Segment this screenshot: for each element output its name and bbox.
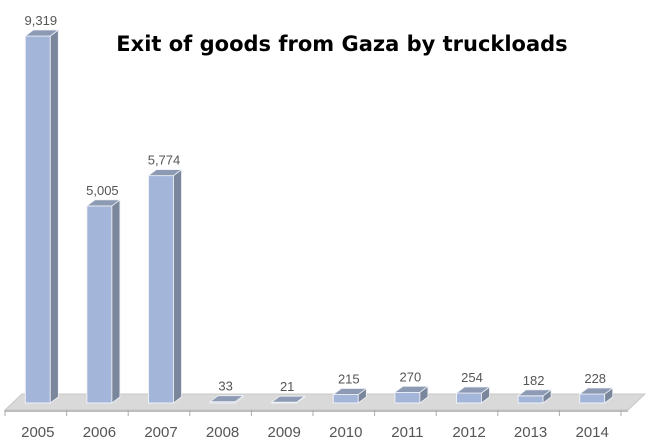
bar-top	[85, 199, 122, 207]
data-label: 21	[280, 379, 294, 394]
x-tick-label: 2011	[391, 424, 423, 441]
bar-top	[147, 169, 183, 177]
x-tick-label: 2014	[576, 424, 609, 441]
chart-floor-edge	[5, 410, 628, 412]
bar-front	[24, 35, 51, 404]
x-tick-label: 2010	[329, 424, 362, 441]
x-tick-label: 2013	[514, 424, 547, 441]
bar-front	[456, 392, 482, 404]
bar-top	[578, 387, 614, 395]
bar-side	[111, 199, 121, 404]
bar-top	[24, 29, 60, 37]
x-tick-label: 2012	[452, 424, 485, 441]
x-tick-label: 2006	[83, 424, 116, 441]
bar-front	[148, 175, 174, 404]
data-label: 182	[523, 373, 545, 388]
bar-front	[394, 391, 421, 404]
bar-front	[517, 395, 544, 404]
bar-top	[270, 395, 306, 403]
data-label: 228	[584, 371, 606, 386]
bar-side	[173, 168, 182, 404]
bar-top	[455, 386, 491, 394]
x-tick-label: 2008	[206, 424, 239, 441]
data-label: 9,319	[25, 13, 58, 28]
x-tick-label: 2005	[21, 424, 54, 441]
bar-top	[393, 385, 430, 393]
x-tick-label: 2009	[268, 424, 301, 441]
data-label: 254	[461, 370, 483, 385]
bar-top	[516, 389, 553, 397]
bar-top	[332, 388, 368, 395]
data-label: 215	[338, 372, 360, 387]
data-label: 270	[400, 369, 422, 384]
chart-title: Exit of goods from Gaza by truckloads	[116, 32, 567, 56]
bar-front	[579, 393, 606, 404]
bar-side	[49, 29, 59, 404]
data-label: 5,774	[148, 153, 181, 168]
x-tick-label: 2007	[144, 424, 177, 441]
bar-front	[86, 205, 113, 404]
data-label: 5,005	[86, 183, 119, 198]
data-label: 33	[218, 379, 232, 394]
bar-top	[208, 395, 245, 403]
bar-front	[332, 394, 359, 404]
